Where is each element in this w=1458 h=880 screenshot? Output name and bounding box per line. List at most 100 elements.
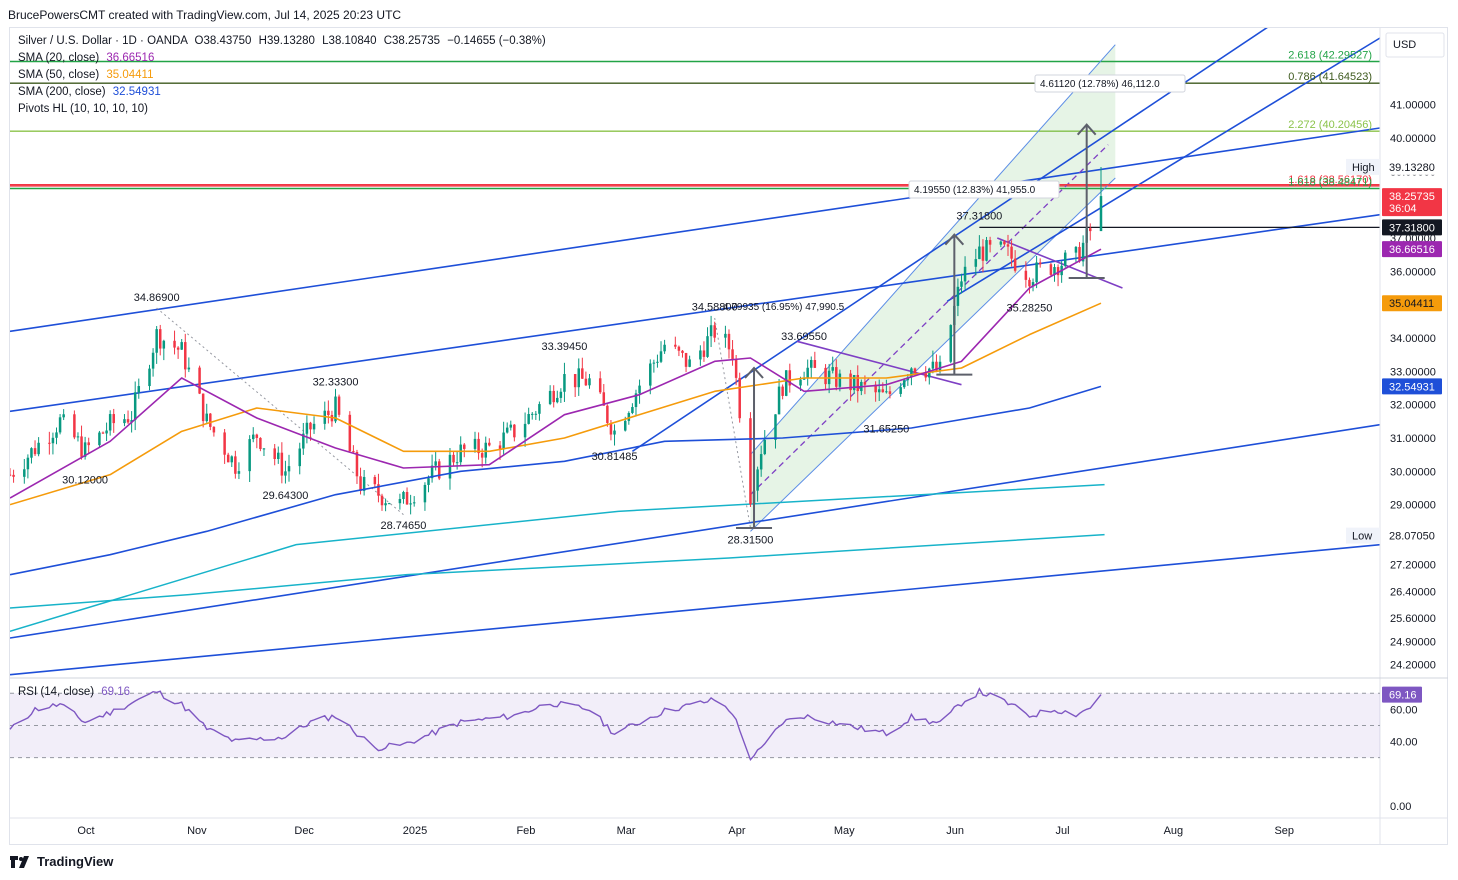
candle: [656, 354, 659, 368]
pivot-label: 37.31800: [956, 210, 1002, 222]
candle: [123, 414, 126, 427]
measure-label-1: 4.61120 (12.78%) 46,112.0: [1040, 79, 1160, 90]
candle: [148, 364, 151, 391]
trend-line: [10, 213, 1380, 413]
candle: [534, 410, 538, 420]
candle: [48, 431, 51, 455]
fib-level-label: 2.618 (42.29527): [1288, 49, 1372, 61]
symbol-name[interactable]: Silver / U.S. Dollar · 1D · OANDA: [18, 35, 188, 47]
candle: [98, 430, 101, 448]
candle: [727, 329, 731, 359]
measure-arrow-2-head: [944, 233, 965, 246]
candle: [831, 356, 834, 374]
candle: [230, 455, 234, 468]
price-tag-low: [1346, 527, 1380, 544]
candle: [352, 445, 355, 453]
candle: [663, 339, 666, 354]
price-badge-last-text: 38.25735: [1389, 191, 1435, 203]
candle: [756, 466, 759, 502]
candle: [312, 416, 316, 434]
candle: [581, 357, 584, 379]
candle: [387, 502, 391, 505]
candle: [813, 351, 817, 369]
price-tick-label: 40.00000: [1390, 133, 1436, 145]
price-badge-high-text: 39.13280: [1389, 162, 1435, 174]
candle: [1006, 234, 1010, 256]
candle: [380, 493, 384, 511]
candle: [724, 325, 727, 348]
candle: [985, 236, 988, 262]
trend-line: [10, 543, 1380, 676]
pivot-label: 31.65250: [863, 423, 909, 435]
candle: [588, 373, 591, 389]
tradingview-logo[interactable]: TradingView: [10, 852, 113, 872]
candle: [423, 482, 427, 511]
measure-label-2: 4.19550 (12.83%) 41,955.0: [914, 185, 1036, 196]
candle: [80, 425, 83, 460]
trend-line: [10, 127, 1380, 333]
candle: [362, 469, 366, 496]
candle: [73, 410, 76, 440]
candle: [398, 493, 402, 510]
pivot-label: 34.58800: [692, 301, 738, 313]
candle: [659, 341, 663, 364]
sma20-value: 36.66516: [106, 52, 155, 64]
candle: [981, 239, 985, 273]
candle: [209, 413, 212, 431]
candle: [978, 235, 981, 260]
cyan-ma-upper: [10, 483, 1105, 633]
price-tag-high-text: High: [1352, 162, 1375, 174]
legend-pivots[interactable]: Pivots HL (10, 10, 10, 10): [18, 101, 148, 117]
candle: [924, 366, 927, 382]
candle: [1081, 235, 1085, 267]
candle: [810, 356, 813, 379]
pivot-label: 28.31500: [727, 535, 773, 547]
candle: [674, 336, 677, 350]
candle: [455, 451, 459, 470]
price-tick-label: 25.60000: [1390, 613, 1436, 625]
pivot-label: 33.39450: [541, 341, 587, 353]
trend-line: [996, 237, 1123, 289]
candle: [198, 365, 201, 395]
symbol-legend[interactable]: Silver / U.S. Dollar · 1D · OANDA O38.43…: [18, 33, 546, 49]
candle: [212, 426, 216, 437]
candle: [337, 394, 341, 418]
time-axis-label: Apr: [728, 825, 745, 837]
measure-arrow-3-head: [1076, 123, 1097, 136]
price-tick-label: 32.00000: [1390, 400, 1436, 412]
candle: [76, 432, 80, 442]
candle: [552, 385, 555, 408]
candle: [184, 333, 187, 378]
candle: [58, 414, 62, 435]
candle: [699, 345, 702, 366]
rsi-tick-label: 40.00: [1390, 737, 1418, 749]
candle: [287, 454, 291, 482]
candle: [784, 370, 788, 397]
legend-sma20[interactable]: SMA (20, close) 36.66516: [18, 50, 154, 66]
candle: [23, 459, 26, 484]
candle: [158, 324, 162, 356]
candle: [262, 448, 266, 456]
candle: [108, 410, 112, 436]
price-badge-sma20-text: 36.66516: [1389, 244, 1435, 256]
candle: [1056, 264, 1060, 287]
pivot-label: 28.74650: [381, 520, 427, 532]
tradingview-logo-icon: [10, 856, 29, 868]
candle: [133, 381, 137, 431]
rsi-label: RSI (14, close): [18, 686, 95, 698]
candle: [427, 475, 430, 493]
candle: [573, 373, 577, 398]
candle: [1053, 263, 1056, 282]
candle: [280, 442, 284, 484]
time-axis-label: Dec: [294, 825, 314, 837]
measure-label-1-box: [1034, 74, 1186, 93]
legend-rsi[interactable]: RSI (14, close) 69.16: [18, 684, 130, 700]
legend-sma200[interactable]: SMA (200, close) 32.54931: [18, 84, 161, 100]
legend-sma50[interactable]: SMA (50, close) 35.04411: [18, 67, 154, 83]
rsi-tick-label: 0.00: [1390, 801, 1411, 813]
candle: [402, 490, 405, 504]
price-badge-low-text: 28.07050: [1389, 531, 1435, 543]
price-chart[interactable]: 2.618 (42.29527) 0.786 (41.64523) 2.272 (4…: [0, 0, 1458, 848]
candle: [101, 431, 105, 434]
time-axis-label: Jun: [946, 825, 964, 837]
